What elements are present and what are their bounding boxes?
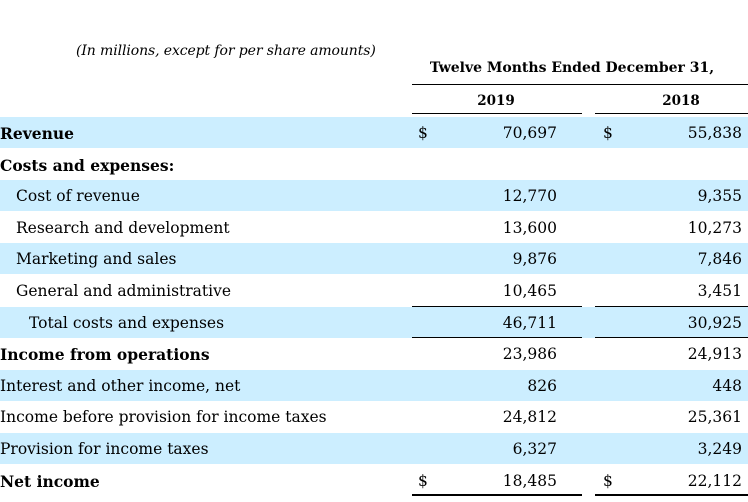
row-label: Marketing and sales [16,250,177,269]
row-label: General and administrative [16,282,232,300]
period-header: Twelve Months Ended December 31, [429,60,715,76]
table-row: Income before provision for income taxes… [0,401,748,432]
table-row: Total costs and expenses 46,711 30,925 [0,306,748,338]
row-label: Cost of revenue [16,187,140,206]
table-row: General and administrative 10,465 3,451 [0,275,748,306]
period-header-rule [412,84,748,85]
year-header-2019: 2019 [477,93,515,109]
currency-symbol-2018: $ [603,124,613,142]
value-2018: 55,838 [687,124,742,142]
row-label: Net income [0,471,100,491]
value-2018: 3,249 [697,440,742,458]
value-2018: 448 [712,376,742,395]
table-row: Interest and other income, net 826 448 [0,369,748,401]
row-label: Provision for income taxes [0,440,209,458]
value-2019: 6,327 [512,440,557,458]
row-label: Income from operations [0,345,210,365]
table-row: Cost of revenue 12,770 9,355 [0,180,748,212]
value-2018: 22,112 [687,471,742,490]
currency-symbol-2019: $ [418,471,428,490]
table-row: Provision for income taxes 6,327 3,249 [0,433,748,464]
row-label: Costs and expenses: [0,155,175,175]
value-2019: 826 [527,376,557,395]
currency-symbol-2019: $ [418,124,428,142]
table-row: Costs and expenses: [0,149,748,180]
row-label: Interest and other income, net [0,376,241,395]
value-2019: 10,465 [502,282,557,300]
value-2018: 10,273 [687,218,742,237]
year-rule-2019 [412,113,582,114]
subtotal-rule-2018 [595,305,748,307]
value-2018: 25,361 [687,408,742,427]
table-caption: (In millions, except for per share amoun… [76,43,376,59]
value-2019: 13,600 [502,218,557,237]
value-2019: 12,770 [502,187,557,206]
subtotal-rule-2019 [412,305,582,307]
value-2019: 9,876 [512,250,557,269]
table-row: Income from operations 23,986 24,913 [0,338,748,369]
value-2019: 24,812 [502,408,557,427]
value-2019: 70,697 [502,124,557,142]
value-2019: 46,711 [502,313,557,332]
currency-symbol-2018: $ [603,471,613,490]
row-label: Revenue [0,124,75,143]
value-2018: 7,846 [697,250,742,269]
value-2018: 3,451 [697,282,742,300]
table-row: Marketing and sales 9,876 7,846 [0,243,748,275]
value-2019: 18,485 [502,471,557,490]
table-row: Revenue $ $70,697 55,838 [0,117,748,148]
value-2018: 9,355 [697,187,742,206]
row-label: Total costs and expenses [29,313,225,332]
row-label: Research and development [16,218,230,237]
net-income-rule-2019 [412,494,582,497]
value-2018: 30,925 [687,313,742,332]
net-income-rule-2018 [595,494,748,497]
value-2018: 24,913 [687,345,742,364]
total-rule-2018 [595,337,748,339]
total-rule-2019 [412,337,582,339]
value-2019: 23,986 [502,345,557,364]
row-label: Income before provision for income taxes [0,408,327,427]
year-header-2018: 2018 [662,93,700,109]
year-rule-2018 [595,113,748,114]
table-row: Research and development 13,600 10,273 [0,212,748,243]
table-row: Net income $ $18,485 22,112 [0,465,748,496]
